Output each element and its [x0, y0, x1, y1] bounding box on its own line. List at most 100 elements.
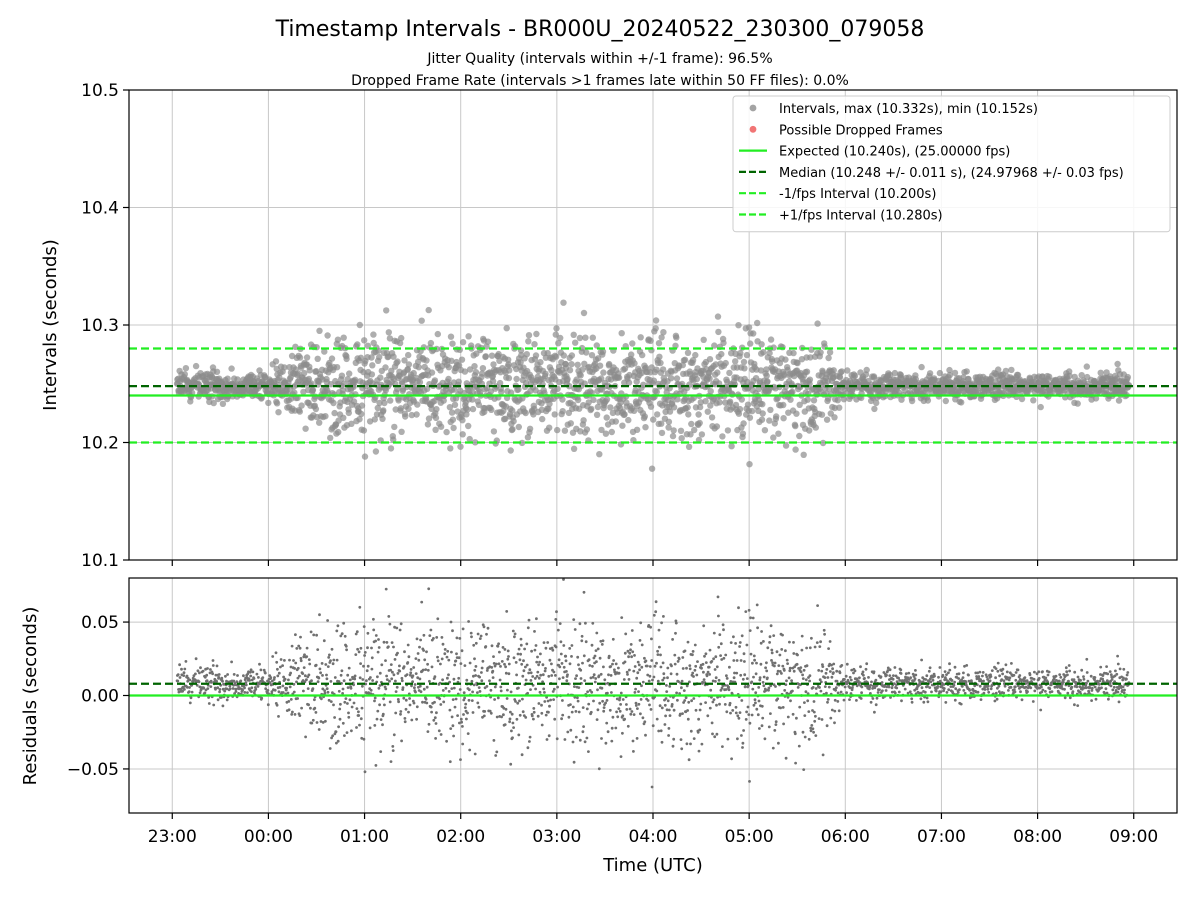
residual-point — [378, 671, 382, 675]
residual-point — [225, 698, 229, 702]
residual-point — [404, 698, 408, 702]
residual-point — [558, 677, 561, 681]
residual-point — [941, 673, 945, 677]
interval-point — [391, 423, 398, 431]
residual-point — [752, 654, 756, 658]
residual-point — [683, 699, 687, 702]
residual-point — [656, 679, 660, 683]
residual-point — [411, 674, 415, 678]
residual-point — [322, 639, 326, 643]
legend-entry-label: +1/fps Interval (10.280s) — [779, 209, 943, 224]
residual-point — [458, 637, 462, 640]
residual-point — [329, 680, 333, 683]
residual-point — [407, 655, 411, 659]
residual-point — [305, 655, 309, 658]
residual-point — [761, 681, 765, 684]
residual-point — [811, 686, 815, 689]
residual-point — [672, 708, 676, 712]
interval-point — [814, 320, 821, 327]
interval-point — [609, 409, 617, 417]
residual-point — [648, 665, 652, 668]
residual-point — [357, 650, 361, 654]
interval-point — [525, 338, 532, 345]
residual-point — [702, 624, 706, 628]
residual-point — [715, 665, 719, 669]
residual-point — [466, 732, 470, 735]
residual-point — [979, 698, 983, 701]
residual-point — [734, 642, 737, 645]
residual-point — [477, 686, 481, 689]
residual-point — [482, 714, 486, 718]
residual-point — [734, 711, 738, 715]
residual-point — [686, 640, 690, 644]
residual-point — [385, 674, 388, 678]
residual-point — [910, 697, 914, 701]
interval-point — [381, 399, 388, 407]
residual-point — [747, 713, 751, 716]
residual-point — [323, 689, 327, 693]
interval-point — [726, 398, 734, 405]
residual-point — [817, 717, 821, 720]
residual-point — [361, 684, 364, 688]
residual-point — [668, 685, 672, 688]
interval-point — [655, 340, 663, 347]
residual-point — [398, 628, 402, 632]
residual-point — [673, 662, 677, 666]
interval-point — [588, 405, 595, 413]
residual-point — [743, 685, 747, 689]
residual-point — [760, 724, 764, 728]
residual-point — [1005, 670, 1009, 674]
residual-point — [654, 610, 658, 614]
residual-point — [352, 701, 356, 705]
residual-point — [657, 628, 661, 632]
residual-point — [362, 625, 366, 628]
residual-point — [534, 644, 538, 647]
interval-point — [219, 400, 227, 407]
interval-point — [688, 420, 695, 428]
interval-point — [386, 335, 394, 342]
interval-point — [431, 377, 439, 384]
interval-point — [192, 362, 200, 370]
residual-point — [714, 676, 718, 680]
residual-point — [199, 666, 202, 670]
residual-point — [342, 621, 346, 625]
residual-point — [732, 676, 736, 680]
interval-point — [507, 389, 515, 396]
residual-point — [529, 671, 533, 675]
residual-point — [739, 659, 743, 662]
residual-point — [435, 636, 439, 639]
residual-point — [276, 674, 280, 678]
residual-point — [427, 722, 431, 726]
residual-point — [804, 690, 808, 694]
residual-point — [942, 683, 946, 686]
residual-point — [834, 688, 837, 692]
residual-point — [476, 701, 480, 705]
residual-point — [358, 605, 362, 609]
interval-point — [368, 371, 376, 378]
interval-point — [781, 372, 788, 379]
residual-point — [556, 628, 560, 632]
interval-point — [461, 368, 469, 375]
residual-point — [447, 690, 451, 693]
residual-point — [545, 738, 549, 741]
interval-point — [757, 367, 765, 374]
residual-point — [257, 676, 260, 679]
residual-point — [796, 653, 799, 657]
residual-point — [180, 667, 183, 671]
residual-point — [908, 690, 912, 694]
interval-point — [496, 379, 504, 387]
residual-point — [710, 660, 714, 663]
residual-point — [433, 675, 437, 679]
residual-point — [859, 665, 862, 669]
residual-point — [495, 662, 498, 666]
residual-point — [388, 679, 391, 683]
interval-point — [693, 375, 700, 383]
residual-point — [801, 677, 805, 680]
residual-point — [362, 737, 366, 741]
residual-point — [558, 665, 562, 669]
residual-point — [697, 717, 700, 721]
residual-point — [526, 626, 530, 630]
residual-point — [672, 737, 676, 741]
residual-point — [396, 672, 400, 675]
